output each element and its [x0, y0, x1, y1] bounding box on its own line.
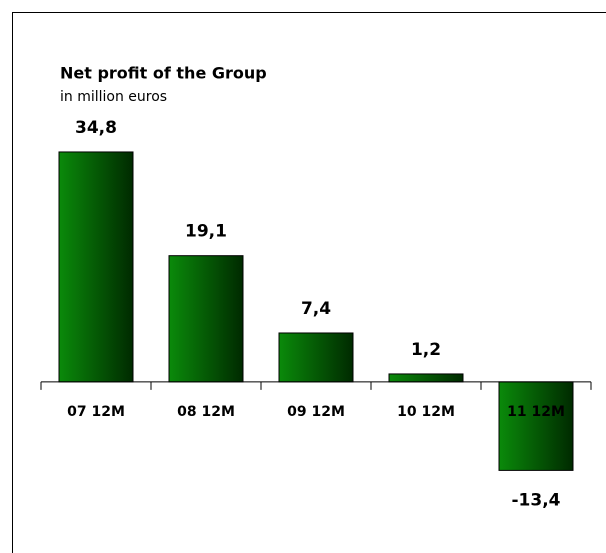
- value-label: 7,4: [301, 299, 331, 319]
- x-tick-label: 11 12M: [507, 404, 565, 420]
- chart-subtitle: in million euros: [60, 89, 167, 105]
- value-label: -13,4: [512, 490, 561, 510]
- bar: [168, 255, 244, 383]
- value-label: 19,1: [185, 222, 227, 242]
- value-label: 1,2: [411, 340, 441, 360]
- x-tick-label: 10 12M: [397, 404, 455, 420]
- x-tick-label: 08 12M: [177, 404, 235, 420]
- bar: [278, 332, 354, 383]
- value-label: 34,8: [75, 118, 117, 138]
- x-tick-label: 07 12M: [67, 404, 125, 420]
- bar: [498, 381, 574, 471]
- x-tick-label: 09 12M: [287, 404, 345, 420]
- chart-title: Net profit of the Group: [60, 64, 267, 83]
- bar: [58, 151, 134, 383]
- bar: [388, 373, 464, 383]
